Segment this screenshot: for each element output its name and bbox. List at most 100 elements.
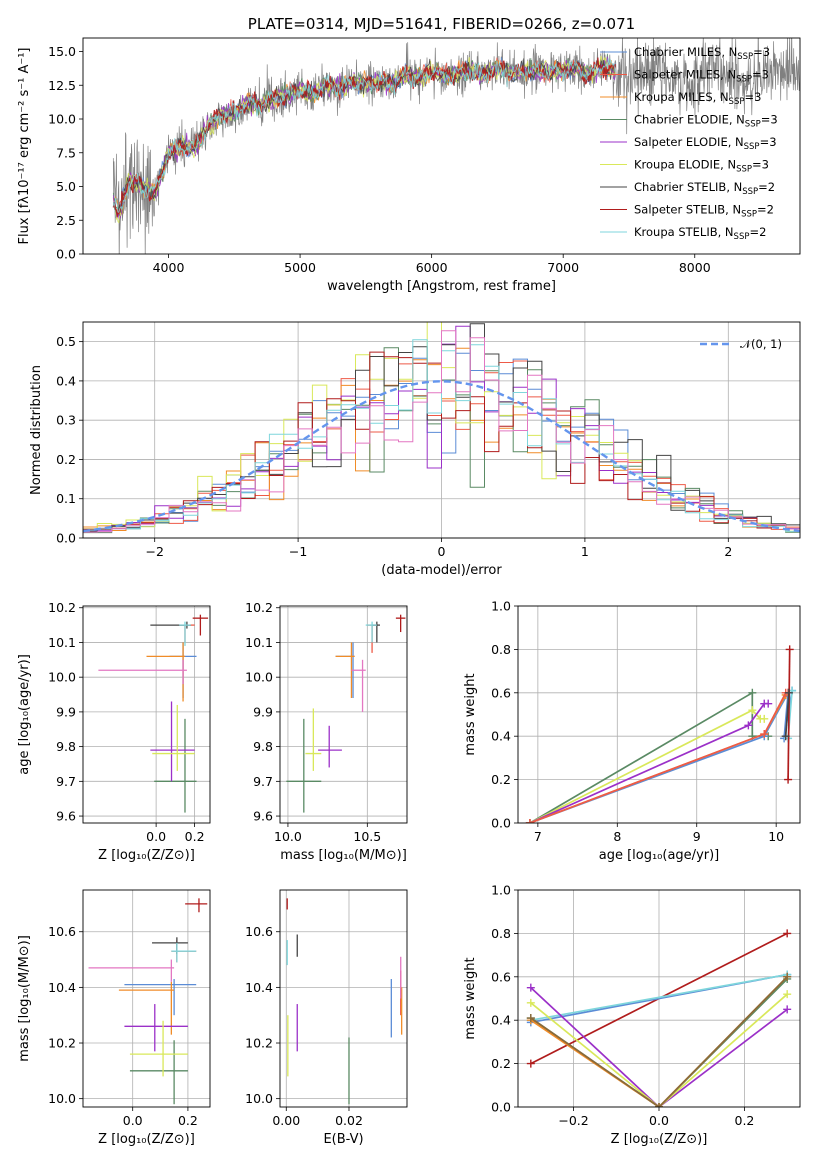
- weight-line: [787, 649, 791, 780]
- y-tick-label: 0.4: [491, 1013, 511, 1028]
- legend-entry: Salpeter MILES, NSSP=3: [634, 68, 769, 85]
- weight_vs_age-series: [525, 645, 797, 823]
- errorbar-point: [129, 1020, 188, 1077]
- legend-suffix: =2: [749, 225, 766, 239]
- weight-marker: [785, 645, 794, 654]
- legend-entry: Kroupa STELIB, NSSP=2: [634, 225, 766, 242]
- errorbar-point: [98, 659, 187, 685]
- legend-subscript: SSP: [736, 165, 752, 175]
- errorbar-point: [286, 718, 322, 813]
- weight-marker: [526, 998, 535, 1007]
- y-axis-label: mass weight: [463, 673, 478, 755]
- y-tick-label: 0.2: [491, 1056, 511, 1071]
- weight-marker: [784, 688, 793, 697]
- y-tick-label: 10.6: [245, 924, 273, 939]
- x-tick-label: 0.0: [123, 1113, 143, 1128]
- y-axis-label: age [log₁₀(age/yr)]: [17, 654, 32, 775]
- weight-marker: [748, 706, 757, 715]
- x-axis-label: wavelength [Angstrom, rest frame]: [327, 279, 556, 294]
- errorbar-point: [192, 614, 209, 636]
- age_vs_Z-points: [98, 614, 209, 813]
- legend-entry: Kroupa ELODIE, NSSP=3: [634, 158, 769, 175]
- weight-line: [784, 692, 790, 737]
- errorbar-point: [185, 898, 208, 913]
- x-tick-label: 0.0: [649, 1113, 669, 1128]
- legend-subscript: SSP: [741, 210, 757, 220]
- legend-subscript: SSP: [734, 232, 750, 242]
- legend-suffix: =3: [761, 113, 778, 127]
- legend-subscript: SSP: [744, 142, 760, 152]
- age_vs_mass-frame: [279, 605, 408, 824]
- errorbar-point: [129, 1040, 188, 1105]
- y-tick-label: 10.4: [48, 980, 76, 995]
- errorbar-point: [124, 1004, 188, 1052]
- mass_vs_Z-points: [88, 898, 208, 1105]
- y-tick-label: 10.0: [48, 1091, 76, 1106]
- y-tick-label: 10.0: [48, 670, 76, 685]
- errorbar-point: [146, 642, 185, 702]
- weight-marker: [760, 730, 769, 739]
- y-tick-label: 7.5: [56, 145, 76, 160]
- x-axis-label: Z [log₁₀(Z/Z⊙)]: [611, 1132, 708, 1147]
- x-axis-label: mass [log₁₀(M/M⊙)]: [280, 848, 407, 863]
- y-tick-label: 9.8: [56, 739, 76, 754]
- weight-marker: [781, 732, 790, 741]
- y-tick-label: 0.2: [56, 452, 76, 467]
- x-axis-label: Z [log₁₀(Z/Z⊙)]: [98, 848, 195, 863]
- legend-entry: Chabrier STELIB, NSSP=2: [634, 180, 775, 197]
- weight-marker: [526, 1014, 535, 1023]
- y-tick-label: 9.7: [253, 774, 273, 789]
- x-tick-label: 10: [768, 829, 784, 844]
- age_vs_Z-axes: 0.0 0.2 9.6 9.7 9.8 9.9 10.0 10.1 10.2 Z [log₁₀(Z…: [17, 600, 210, 863]
- weight-marker: [783, 972, 792, 981]
- legend-subscript: SSP: [729, 97, 745, 107]
- y-tick-label: 9.6: [56, 809, 76, 824]
- y-tick-label: 0.6: [491, 969, 511, 984]
- y-tick-label: 10.0: [48, 112, 76, 127]
- x-tick-label: 0.2: [185, 829, 205, 844]
- x-tick-label: 10.5: [353, 829, 381, 844]
- x-axis-label: E(B-V): [323, 1132, 363, 1147]
- x-tick-label: 9: [693, 829, 701, 844]
- legend-entry: Salpeter ELODIE, NSSP=3: [634, 135, 777, 152]
- y-tick-label: 9.9: [56, 704, 76, 719]
- x-tick-label: 10.0: [274, 829, 302, 844]
- histogram-step: [83, 330, 800, 535]
- x-tick-label: 1: [581, 544, 589, 559]
- residual-histograms: [83, 322, 800, 535]
- y-tick-label: 0.4: [491, 729, 511, 744]
- x-tick-label: 0.02: [335, 1113, 363, 1128]
- x-tick-label: 4000: [153, 260, 185, 275]
- errorbar-point: [351, 659, 366, 712]
- x-tick-label: 0.0: [146, 829, 166, 844]
- legend-entry: Kroupa MILES, NSSP=3: [634, 90, 761, 107]
- errorbar-point: [124, 979, 197, 1016]
- legend-suffix: =2: [758, 180, 775, 194]
- weight-marker: [744, 721, 753, 730]
- mass_vs_EBV-points: [286, 898, 403, 1105]
- x-axis-label: age [log₁₀(age/yr)]: [599, 848, 720, 863]
- residuals-frame: [82, 321, 801, 539]
- weight_vs_Z-series: [526, 929, 792, 1107]
- y-tick-label: 10.0: [245, 1091, 273, 1106]
- x-tick-label: 8: [613, 829, 621, 844]
- weight-marker: [783, 929, 792, 938]
- legend-subscript: SSP: [742, 187, 758, 197]
- legend-suffix: =3: [752, 68, 769, 82]
- y-tick-label: 15.0: [48, 44, 76, 59]
- y-tick-label: 9.6: [253, 809, 273, 824]
- y-axis-label: Flux [fλ10⁻¹⁷ erg cm⁻² s⁻¹ A⁻¹]: [17, 48, 32, 245]
- x-tick-label: −1: [289, 544, 307, 559]
- mass_vs_EBV-axes: 0.00 0.02 10.0 10.2 10.4 10.6 E(B-V): [245, 890, 407, 1147]
- legend-entry: Chabrier MILES, NSSP=3: [634, 45, 770, 62]
- weight-marker: [525, 819, 534, 823]
- weight-marker: [526, 983, 535, 992]
- spectrum-frame: [82, 37, 801, 255]
- errorbar-point: [395, 614, 406, 633]
- x-tick-label: 0.2: [735, 1113, 755, 1128]
- legend-suffix: =3: [752, 158, 769, 172]
- weight-marker: [783, 1005, 792, 1014]
- y-axis-label: mass [log₁₀(M/M⊙)]: [17, 935, 32, 1062]
- x-axis-label: Z [log₁₀(Z/Z⊙)]: [98, 1132, 195, 1147]
- y-tick-label: 10.0: [245, 670, 273, 685]
